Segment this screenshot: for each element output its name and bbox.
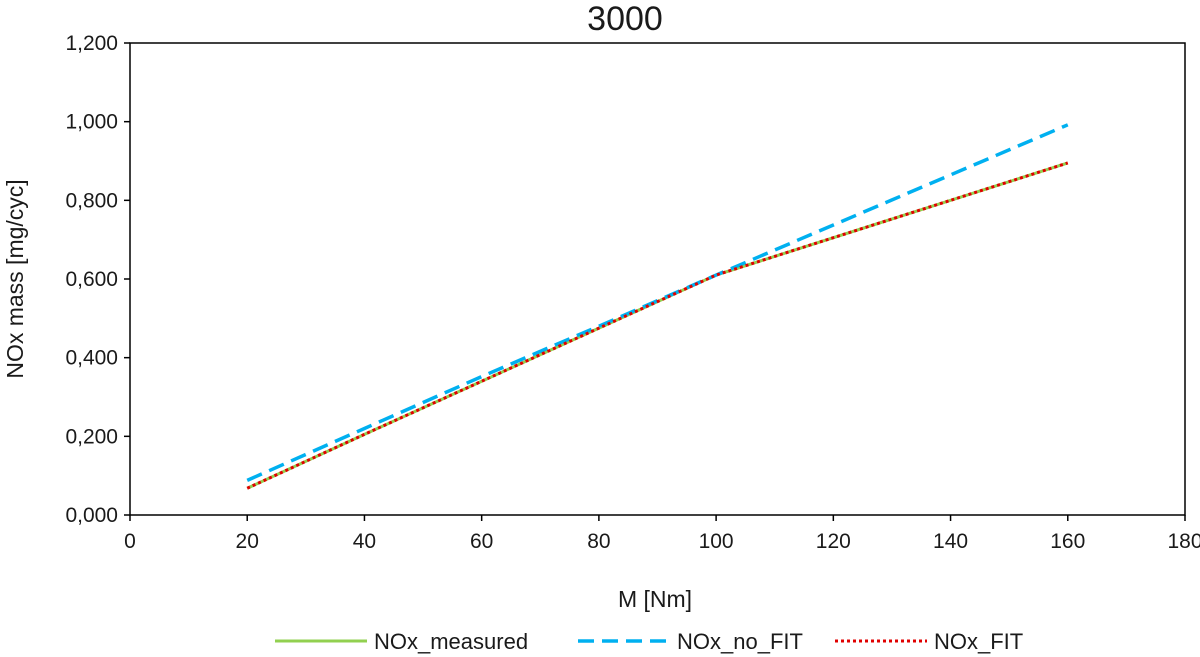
series-layer	[246, 123, 1069, 490]
x-tick-label: 160	[1050, 530, 1085, 553]
x-axis-title: M [Nm]	[618, 586, 692, 612]
y-tick-label: 0,400	[65, 347, 118, 370]
x-tick-label: 80	[587, 530, 610, 553]
x-tick-label: 60	[470, 530, 493, 553]
legend-label: NOx_FIT	[934, 629, 1023, 654]
chart-title: 3000	[587, 0, 663, 38]
plot-area	[129, 42, 1186, 516]
series-line-nox-no-fit	[246, 123, 1069, 482]
legend-label: NOx_measured	[374, 629, 528, 654]
y-tick-label: 0,000	[65, 504, 118, 527]
x-tick-label: 120	[816, 530, 851, 553]
y-axis: 0,000 0,200 0,400 0,600 0,800 1,000 1,200	[65, 32, 130, 527]
y-tick-label: 1,200	[65, 32, 118, 55]
y-tick-label: 1,000	[65, 111, 118, 134]
legend-label: NOx_no_FIT	[677, 629, 803, 654]
x-axis: 0 20 40 60 80 100 120 140 160 180	[124, 515, 1200, 553]
y-tick-label: 0,200	[65, 425, 118, 448]
x-tick-label: 100	[699, 530, 734, 553]
x-tick-label: 20	[236, 530, 259, 553]
y-axis-title: NOx mass [mg/cyc]	[2, 179, 28, 378]
legend: NOx_measured NOx_no_FIT NOx_FIT	[275, 629, 1023, 654]
y-tick-label: 0,600	[65, 268, 118, 291]
series-line-nox-fit	[246, 161, 1069, 490]
x-tick-label: 40	[353, 530, 376, 553]
x-tick-label: 140	[933, 530, 968, 553]
y-tick-label: 0,800	[65, 189, 118, 212]
x-tick-label: 0	[124, 530, 136, 553]
x-tick-label: 180	[1167, 530, 1200, 553]
